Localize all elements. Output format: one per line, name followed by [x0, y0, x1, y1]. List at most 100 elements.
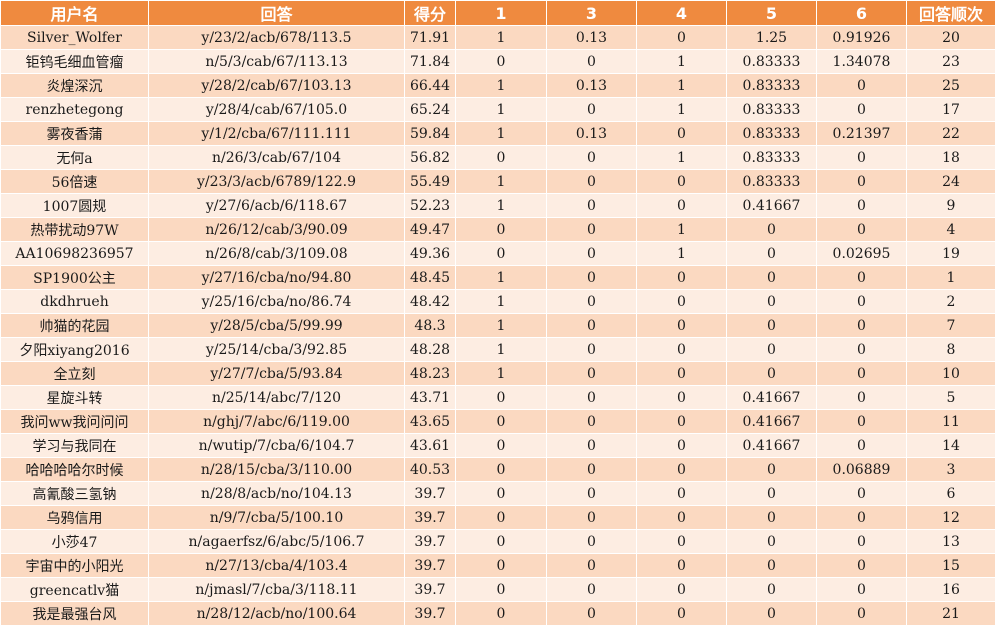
answer-order-cell: 19: [906, 241, 995, 266]
answer-cell: n/28/15/cba/3/110.00: [148, 457, 405, 482]
header-row: 用户名 回答 得分 1 3 4 5 6 回答顺次: [0, 0, 995, 26]
table-row: 学习与我同在 n/wutip/7/cba/6/104.7 43.61 0 0 0 0.416…: [0, 433, 995, 458]
q5-cell: 0.83333: [726, 49, 817, 74]
score-cell: 43.61: [404, 433, 456, 458]
q5-cell: 0: [726, 505, 817, 530]
table-row: 宇宙中的小阳光 n/27/13/cba/4/103.4 39.7 0 0 0 0 0 15: [0, 553, 995, 578]
score-cell: 39.7: [404, 481, 456, 506]
q1-cell: 1: [455, 265, 547, 290]
q1-cell: 1: [455, 289, 547, 314]
answer-cell: n/26/8/cab/3/109.08: [148, 241, 405, 266]
table-row: 炎煌深沉 y/28/2/cab/67/103.13 66.44 1 0.13 1 0.833…: [0, 73, 995, 98]
answer-cell: y/27/16/cba/no/94.80: [148, 265, 405, 290]
q1-cell: 0: [455, 241, 547, 266]
q4-cell: 0: [636, 601, 727, 626]
q6-cell: 0: [816, 337, 907, 362]
answer-order-cell: 13: [906, 529, 995, 554]
q3-cell: 0: [546, 577, 637, 602]
q5-cell: 0.41667: [726, 433, 817, 458]
q3-cell: 0: [546, 457, 637, 482]
answer-cell: n/5/3/cab/67/113.13: [148, 49, 405, 74]
table-row: 星旋斗转 n/25/14/abc/7/120 43.71 0 0 0 0.41667 0 5: [0, 385, 995, 410]
username-cell: 炎煌深沉: [0, 73, 149, 98]
q3-cell: 0: [546, 169, 637, 194]
q1-cell: 0: [455, 433, 547, 458]
table-row: 哈哈哈哈尔时候 n/28/15/cba/3/110.00 40.53 0 0 0 0 0.06…: [0, 457, 995, 482]
answer-cell: n/26/3/cab/67/104: [148, 145, 405, 170]
q3-cell: 0: [546, 193, 637, 218]
answer-order-cell: 7: [906, 313, 995, 338]
answer-order-cell: 21: [906, 601, 995, 626]
answer-cell: y/25/14/cba/3/92.85: [148, 337, 405, 362]
answer-cell: n/25/14/abc/7/120: [148, 385, 405, 410]
answer-cell: y/27/7/cba/5/93.84: [148, 361, 405, 386]
q5-cell: 0: [726, 481, 817, 506]
q1-cell: 1: [455, 73, 547, 98]
answer-cell: y/1/2/cba/67/111.111: [148, 121, 405, 146]
table-row: 雾夜香蒲 y/1/2/cba/67/111.111 59.84 1 0.13 0 0.833…: [0, 121, 995, 146]
q1-cell: 0: [455, 457, 547, 482]
username-cell: 我是最强台风: [0, 601, 149, 626]
q6-cell: 0: [816, 553, 907, 578]
table-row: greencatlv猫 n/jmasl/7/cba/3/118.11 39.7 0 0 0…: [0, 577, 995, 602]
q6-cell: 0.02695: [816, 241, 907, 266]
q1-cell: 0: [455, 145, 547, 170]
q6-cell: 0: [816, 433, 907, 458]
answer-order-cell: 25: [906, 73, 995, 98]
answer-cell: y/23/2/acb/678/113.5: [148, 25, 405, 50]
answer-order-cell: 4: [906, 217, 995, 242]
header-username: 用户名: [0, 0, 149, 26]
q5-cell: 0: [726, 529, 817, 554]
username-cell: renzhetegong: [0, 97, 149, 122]
username-cell: Silver_Wolfer: [0, 25, 149, 50]
username-cell: 全立刻: [0, 361, 149, 386]
score-cell: 43.65: [404, 409, 456, 434]
q3-cell: 0: [546, 433, 637, 458]
q1-cell: 0: [455, 49, 547, 74]
answer-order-cell: 12: [906, 505, 995, 530]
username-cell: 雾夜香蒲: [0, 121, 149, 146]
score-cell: 48.45: [404, 265, 456, 290]
q6-cell: 0: [816, 193, 907, 218]
q5-cell: 0.83333: [726, 169, 817, 194]
answer-cell: y/25/16/cba/no/86.74: [148, 289, 405, 314]
q6-cell: 0: [816, 73, 907, 98]
q5-cell: 0.83333: [726, 145, 817, 170]
q4-cell: 0: [636, 25, 727, 50]
username-cell: 星旋斗转: [0, 385, 149, 410]
username-cell: 高氰酸三氢钠: [0, 481, 149, 506]
username-cell: 宇宙中的小阳光: [0, 553, 149, 578]
q1-cell: 1: [455, 337, 547, 362]
q1-cell: 1: [455, 169, 547, 194]
score-cell: 48.28: [404, 337, 456, 362]
answer-order-cell: 23: [906, 49, 995, 74]
answer-order-cell: 9: [906, 193, 995, 218]
username-cell: 无何a: [0, 145, 149, 170]
score-cell: 40.53: [404, 457, 456, 482]
table-row: 56倍速 y/23/3/acb/6789/122.9 55.49 1 0 0 0.83333…: [0, 169, 995, 194]
username-cell: 我问ww我问问问: [0, 409, 149, 434]
answer-cell: n/28/12/acb/no/100.64: [148, 601, 405, 626]
table-row: Silver_Wolfer y/23/2/acb/678/113.5 71.91 1 0…: [0, 25, 995, 50]
table-row: 我是最强台风 n/28/12/acb/no/100.64 39.7 0 0 0 0 0 21: [0, 601, 995, 626]
q6-cell: 0: [816, 361, 907, 386]
q3-cell: 0: [546, 409, 637, 434]
answer-cell: y/28/4/cab/67/105.0: [148, 97, 405, 122]
q5-cell: 0: [726, 217, 817, 242]
header-q3: 3: [546, 0, 637, 26]
answer-order-cell: 2: [906, 289, 995, 314]
username-cell: 1007圆规: [0, 193, 149, 218]
q3-cell: 0: [546, 385, 637, 410]
q3-cell: 0: [546, 145, 637, 170]
q4-cell: 1: [636, 145, 727, 170]
q6-cell: 0: [816, 601, 907, 626]
q3-cell: 0: [546, 241, 637, 266]
answer-cell: n/wutip/7/cba/6/104.7: [148, 433, 405, 458]
answer-order-cell: 5: [906, 385, 995, 410]
table-row: 钜钨毛细血管瘤 n/5/3/cab/67/113.13 71.84 0 0 1 0.8333…: [0, 49, 995, 74]
q1-cell: 1: [455, 313, 547, 338]
q4-cell: 0: [636, 337, 727, 362]
username-cell: SP1900公主: [0, 265, 149, 290]
q5-cell: 0: [726, 337, 817, 362]
answer-order-cell: 8: [906, 337, 995, 362]
